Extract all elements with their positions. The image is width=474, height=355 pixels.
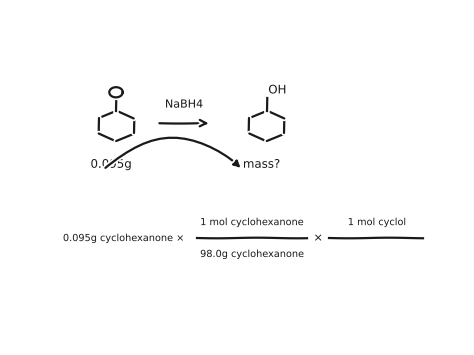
Text: 0.095g: 0.095g — [91, 158, 131, 171]
Text: 1 mol cyclohexanone: 1 mol cyclohexanone — [200, 217, 304, 227]
Text: 0.095g cyclohexanone ×: 0.095g cyclohexanone × — [63, 233, 184, 243]
Text: NaBH4: NaBH4 — [165, 99, 203, 110]
Text: 1 mol cyclol: 1 mol cyclol — [348, 217, 406, 227]
Text: mass?: mass? — [243, 158, 280, 171]
Text: ×: × — [313, 233, 323, 243]
Text: OH: OH — [268, 83, 286, 97]
Text: 98.0g cyclohexanone: 98.0g cyclohexanone — [200, 249, 304, 259]
